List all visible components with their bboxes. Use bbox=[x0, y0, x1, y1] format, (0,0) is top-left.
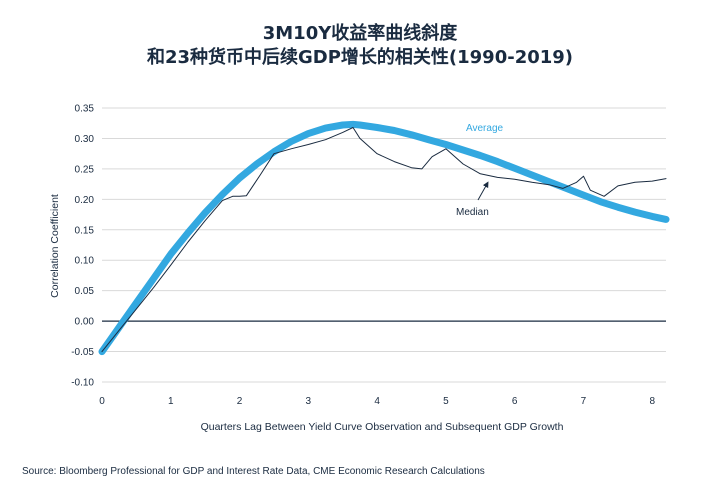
x-axis-ticks: 0 1 2 3 4 5 6 7 8 bbox=[99, 396, 655, 407]
y-tick-label: -0.05 bbox=[71, 347, 94, 358]
y-tick-label: 0.15 bbox=[75, 225, 95, 236]
y-tick-label: 0.05 bbox=[75, 286, 95, 297]
x-tick-label: 0 bbox=[99, 396, 105, 407]
annotations: Average Median bbox=[456, 123, 504, 218]
x-tick-label: 6 bbox=[512, 396, 518, 407]
y-axis-ticks: -0.10 -0.05 0.00 0.05 0.10 0.15 0.20 0.25 0.30 0.… bbox=[71, 104, 94, 389]
y-tick-label: 0.25 bbox=[75, 164, 95, 175]
source-note: Source: Bloomberg Professional for GDP a… bbox=[22, 466, 485, 477]
y-axis-label: Correlation Coefficient bbox=[49, 194, 61, 298]
x-tick-label: 4 bbox=[374, 396, 380, 407]
x-tick-label: 8 bbox=[649, 396, 655, 407]
y-tick-label: 0.35 bbox=[75, 104, 95, 115]
x-tick-label: 3 bbox=[306, 396, 312, 407]
x-tick-label: 1 bbox=[168, 396, 174, 407]
y-tick-label: 0.20 bbox=[75, 195, 95, 206]
average-label: Average bbox=[466, 123, 504, 134]
x-tick-label: 2 bbox=[237, 396, 243, 407]
grid-lines bbox=[102, 107, 666, 383]
series-line-average bbox=[98, 120, 670, 356]
x-tick-label: 7 bbox=[581, 396, 587, 407]
x-tick-label: 5 bbox=[443, 396, 449, 407]
series-lines bbox=[98, 120, 670, 356]
y-tick-label: 0.10 bbox=[75, 256, 95, 267]
chart-title-line-1: 3M10Y收益率曲线斜度 bbox=[262, 23, 458, 44]
series-line-median bbox=[101, 127, 667, 353]
y-tick-label: 0.00 bbox=[75, 317, 95, 328]
chart-title-line-2: 和23种货币中后续GDP增长的相关性(1990-2019) bbox=[146, 47, 574, 68]
median-label: Median bbox=[456, 207, 489, 218]
y-tick-label: 0.30 bbox=[75, 134, 95, 145]
median-arrow bbox=[477, 181, 489, 201]
chart-title: 3M10Y收益率曲线斜度 和23种货币中后续GDP增长的相关性(1990-201… bbox=[0, 22, 720, 70]
x-axis-label: Quarters Lag Between Yield Curve Observa… bbox=[201, 421, 564, 433]
y-tick-label: -0.10 bbox=[71, 378, 94, 389]
